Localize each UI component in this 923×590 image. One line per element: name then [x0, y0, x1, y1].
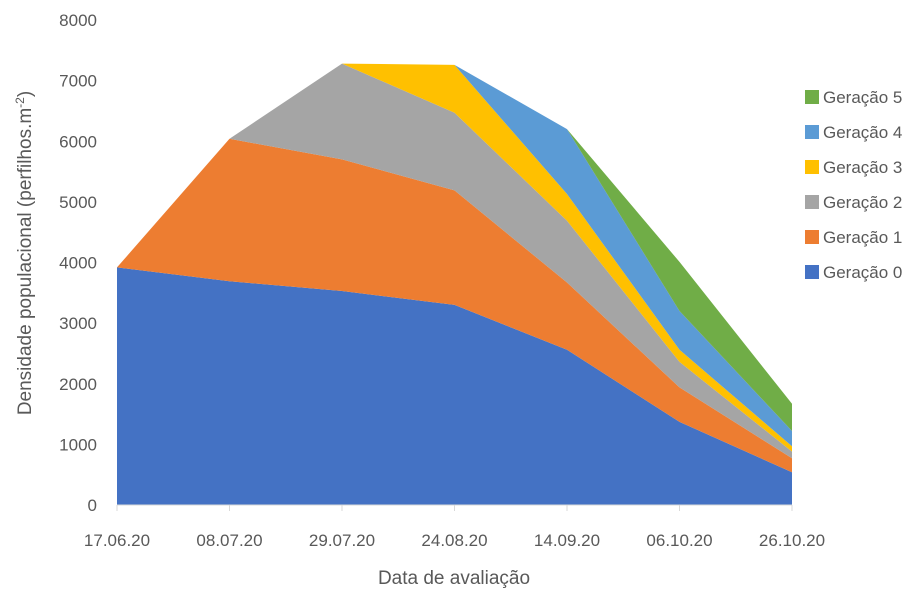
x-tick-label-4: 14.09.20	[534, 531, 600, 550]
y-tick-label-0: 0	[88, 496, 97, 515]
legend-label-4: Geração 1	[823, 228, 902, 247]
legend: Geração 5 Geração 4 Geração 3 Geração 2 Gera…	[805, 88, 902, 282]
legend-swatch-3	[805, 195, 819, 209]
area-series-1	[117, 138, 792, 473]
y-tick-label-6: 6000	[59, 132, 97, 151]
x-tick-label-6: 26.10.20	[759, 531, 825, 550]
y-tick-label-5: 5000	[59, 193, 97, 212]
x-axis-ticks: 17.06.20 08.07.20 29.07.20 24.08.20 14.09.20…	[84, 505, 825, 550]
x-tick-label-1: 08.07.20	[196, 531, 262, 550]
x-tick-label-3: 24.08.20	[421, 531, 487, 550]
x-tick-label-5: 06.10.20	[646, 531, 712, 550]
y-axis-title-main: Densidade populacional (perfilhos.m	[15, 108, 36, 415]
y-tick-label-4: 4000	[59, 254, 97, 273]
legend-swatch-1	[805, 125, 819, 139]
legend-label-2: Geração 3	[823, 158, 902, 177]
legend-swatch-2	[805, 160, 819, 174]
x-axis-title: Data de avaliação	[378, 568, 530, 589]
y-tick-label-2: 2000	[59, 375, 97, 394]
y-axis-title: Densidade populacional (perfilhos.m-2)	[13, 91, 36, 415]
y-tick-label-3: 3000	[59, 314, 97, 333]
legend-swatch-4	[805, 230, 819, 244]
area-series-2	[117, 63, 792, 459]
y-axis-ticks: 0 1000 2000 3000 4000 5000 6000 7000 8000	[59, 11, 97, 515]
legend-swatch-0	[805, 90, 819, 104]
y-tick-label-7: 7000	[59, 72, 97, 91]
area-series-group	[117, 63, 792, 505]
y-tick-label-1: 1000	[59, 435, 97, 454]
legend-label-3: Geração 2	[823, 193, 902, 212]
y-axis-title-close: )	[15, 91, 36, 97]
area-series-5	[117, 63, 792, 431]
x-tick-label-0: 17.06.20	[84, 531, 150, 550]
legend-label-0: Geração 5	[823, 88, 902, 107]
legend-swatch-5	[805, 265, 819, 279]
legend-label-1: Geração 4	[823, 123, 902, 142]
area-series-0	[117, 267, 792, 505]
legend-label-5: Geração 0	[823, 263, 902, 282]
y-tick-label-8: 8000	[59, 11, 97, 30]
y-axis-title-superscript: -2	[13, 97, 27, 108]
x-tick-label-2: 29.07.20	[309, 531, 375, 550]
